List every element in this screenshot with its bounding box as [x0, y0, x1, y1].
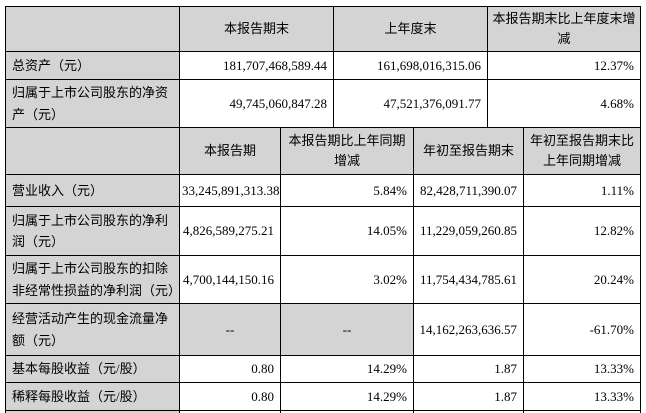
net-profit-excl-ytd: 11,754,434,785.61: [413, 255, 524, 305]
revenue-period-change: 5.84%: [280, 174, 414, 208]
row-weighted-avg-roe: 加权平均净资产收益率 10.20% 0.32% 21.13% -0.52%: [5, 410, 641, 413]
net-profit-period: 4,826,589,275.21: [179, 206, 281, 257]
col-header-prior-year-end: 上年度末: [333, 5, 488, 53]
section1-header-row: 本报告期末 上年度末 本报告期末比上年度末增减: [5, 5, 641, 53]
diluted-eps-period: 0.80: [179, 382, 281, 412]
row-label-net-profit: 归属于上市公司股东的净利润（元）: [5, 206, 180, 257]
row-label-total-assets: 总资产（元）: [5, 51, 180, 81]
total-assets-change: 12.37%: [487, 51, 641, 81]
net-profit-ytd-change: 12.82%: [523, 206, 641, 257]
revenue-period: 33,245,891,313.38: [179, 174, 281, 208]
col-header-ytd-change-yoy: 年初至报告期末比上年同期增减: [523, 127, 641, 176]
revenue-ytd: 82,428,711,390.07: [413, 174, 524, 208]
basic-eps-period: 0.80: [179, 355, 281, 384]
net-profit-excl-period-change: 3.02%: [280, 255, 414, 305]
total-assets-prior: 161,698,016,315.06: [333, 51, 488, 81]
diluted-eps-ytd-change: 13.33%: [523, 382, 641, 412]
income-items-table: 本报告期 本报告期比上年同期增减 年初至报告期末 年初至报告期末比上年同期增减 …: [5, 127, 641, 413]
row-label-revenue: 营业收入（元）: [5, 174, 180, 208]
row-net-assets: 归属于上市公司股东的净资产（元） 49,745,060,847.28 47,52…: [5, 79, 641, 129]
col-header-ytd: 年初至报告期末: [413, 127, 524, 176]
operating-cash-flow-period-change: --: [280, 303, 414, 357]
row-operating-cash-flow: 经营活动产生的现金流量净额（元） -- -- 14,162,263,636.57…: [5, 303, 641, 357]
net-assets-current: 49,745,060,847.28: [179, 79, 334, 129]
key-accounting-data-table: 本报告期末 上年度末 本报告期末比上年度末增减 总资产（元） 181,707,4…: [5, 5, 641, 413]
corner-blank-cell: [5, 127, 180, 176]
corner-blank-cell: [5, 5, 180, 53]
net-profit-excl-ytd-change: 20.24%: [523, 255, 641, 305]
diluted-eps-ytd: 1.87: [413, 382, 524, 412]
basic-eps-period-change: 14.29%: [280, 355, 414, 384]
diluted-eps-period-change: 14.29%: [280, 382, 414, 412]
col-header-current-period: 本报告期: [179, 127, 281, 176]
col-header-period-change-yoy: 本报告期比上年同期增减: [280, 127, 414, 176]
revenue-ytd-change: 1.11%: [523, 174, 641, 208]
row-diluted-eps: 稀释每股收益（元/股） 0.80 14.29% 1.87 13.33%: [5, 382, 641, 412]
operating-cash-flow-period: --: [179, 303, 281, 357]
row-revenue: 营业收入（元） 33,245,891,313.38 5.84% 82,428,7…: [5, 174, 641, 208]
basic-eps-ytd-change: 13.33%: [523, 355, 641, 384]
net-profit-ytd: 11,229,059,260.85: [413, 206, 524, 257]
col-header-current-period-end: 本报告期末: [179, 5, 334, 53]
net-assets-prior: 47,521,376,091.77: [333, 79, 488, 129]
row-label-basic-eps: 基本每股收益（元/股）: [5, 355, 180, 384]
col-header-change-vs-prior-year-end: 本报告期末比上年度末增减: [487, 5, 641, 53]
net-profit-period-change: 14.05%: [280, 206, 414, 257]
balance-items-table: 本报告期末 上年度末 本报告期末比上年度末增减 总资产（元） 181,707,4…: [5, 5, 641, 129]
net-profit-excl-period: 4,700,144,150.16: [179, 255, 281, 305]
basic-eps-ytd: 1.87: [413, 355, 524, 384]
operating-cash-flow-ytd-change: -61.70%: [523, 303, 641, 357]
section2-header-row: 本报告期 本报告期比上年同期增减 年初至报告期末 年初至报告期末比上年同期增减: [5, 127, 641, 176]
row-basic-eps: 基本每股收益（元/股） 0.80 14.29% 1.87 13.33%: [5, 355, 641, 384]
row-total-assets: 总资产（元） 181,707,468,589.44 161,698,016,31…: [5, 51, 641, 81]
weighted-avg-roe-ytd-change: -0.52%: [523, 410, 641, 413]
operating-cash-flow-ytd: 14,162,263,636.57: [413, 303, 524, 357]
net-assets-change: 4.68%: [487, 79, 641, 129]
row-label-net-assets: 归属于上市公司股东的净资产（元）: [5, 79, 180, 129]
row-net-profit-excl-nonrecurring: 归属于上市公司股东的扣除非经常性损益的净利润（元） 4,700,144,150.…: [5, 255, 641, 305]
row-label-net-profit-excl: 归属于上市公司股东的扣除非经常性损益的净利润（元）: [5, 255, 180, 305]
row-net-profit: 归属于上市公司股东的净利润（元） 4,826,589,275.21 14.05%…: [5, 206, 641, 257]
total-assets-current: 181,707,468,589.44: [179, 51, 334, 81]
row-label-diluted-eps: 稀释每股收益（元/股）: [5, 382, 180, 412]
row-label-operating-cash-flow: 经营活动产生的现金流量净额（元）: [5, 303, 180, 357]
